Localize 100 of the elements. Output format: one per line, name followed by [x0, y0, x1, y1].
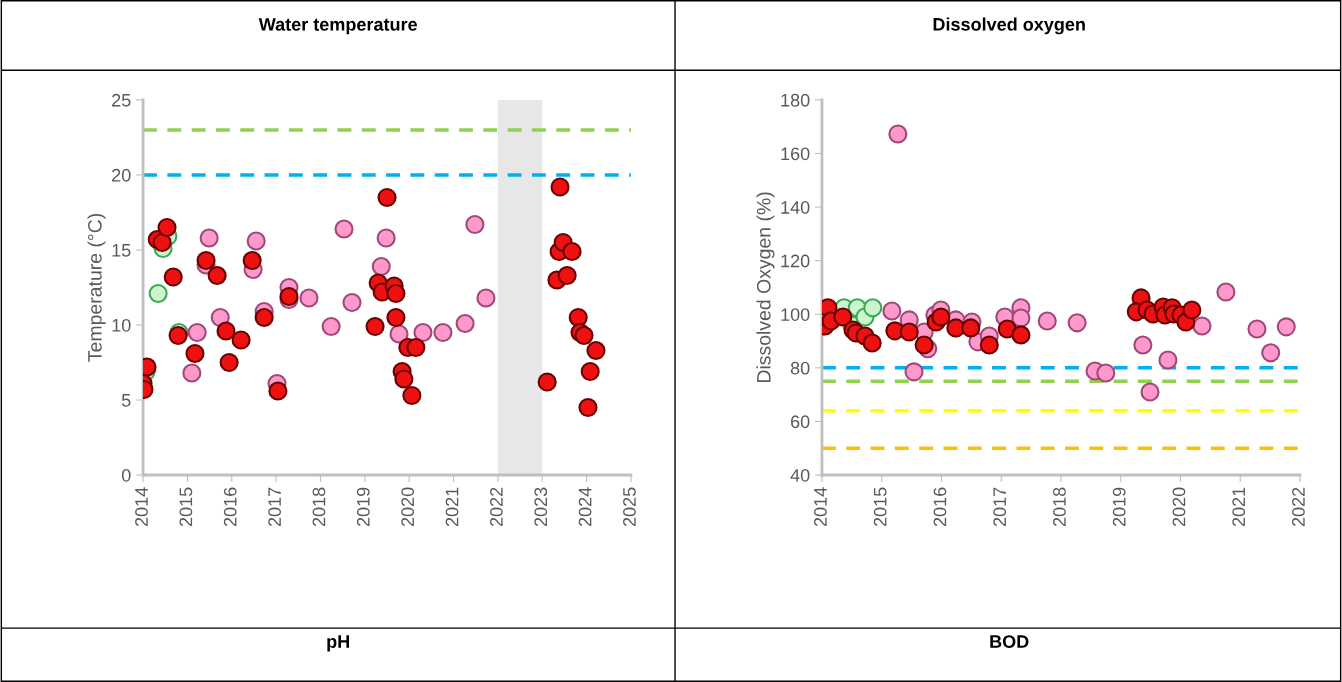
x-tick-label: 2015	[873, 487, 887, 527]
x-tick-label: 2020	[1172, 487, 1186, 527]
point	[537, 372, 557, 392]
point	[557, 265, 577, 285]
chart-title: Water temperature	[258, 18, 417, 35]
point	[163, 267, 183, 287]
point	[1276, 317, 1296, 337]
x-tick-label: 2022	[1292, 487, 1305, 527]
x-tick-label: 2024	[578, 487, 592, 527]
x-tick-label: 2019	[1112, 487, 1126, 527]
x-tick-label: 2020	[401, 487, 415, 527]
point	[1247, 319, 1267, 339]
point	[386, 307, 406, 328]
x-tick-label: 2017	[993, 487, 1007, 527]
x-tick-label: 2014	[814, 487, 827, 527]
y-tick-label: 60	[791, 415, 810, 429]
x-tick-label: 2023	[534, 487, 548, 527]
point	[207, 265, 227, 285]
point	[1011, 308, 1031, 328]
x-tick-label: 2014	[135, 487, 148, 527]
point	[833, 307, 853, 327]
point	[185, 343, 205, 364]
point	[1140, 382, 1160, 402]
y-tick-label: 20	[112, 168, 131, 182]
point	[1011, 325, 1031, 345]
y-axis-title: Temperature (°C)	[87, 214, 106, 362]
point	[268, 381, 288, 401]
x-tick-label: 2018	[1053, 487, 1066, 527]
point	[580, 361, 600, 382]
y-tick-label: 25	[112, 93, 131, 107]
point	[196, 250, 216, 270]
point	[961, 318, 981, 338]
point	[377, 187, 397, 207]
y-tick-label: 40	[790, 468, 810, 482]
point	[254, 307, 274, 328]
x-tick-label: 2021	[445, 487, 459, 527]
point	[931, 307, 951, 327]
point	[1096, 363, 1116, 383]
point	[433, 322, 453, 343]
point	[242, 250, 262, 270]
point	[586, 340, 606, 361]
point	[465, 214, 485, 234]
y-tick-label: 10	[112, 318, 131, 332]
text: BOD	[990, 635, 1029, 648]
point	[476, 288, 496, 308]
point	[1158, 350, 1178, 370]
point	[334, 219, 354, 239]
point	[979, 335, 999, 355]
point	[299, 288, 319, 308]
point	[321, 316, 341, 337]
point	[888, 124, 908, 144]
point	[216, 321, 236, 341]
point	[231, 330, 251, 350]
point	[1037, 311, 1057, 331]
y-axis-title: Dissolved Oxygen (%)	[756, 192, 775, 383]
x-tick-label: 2016	[933, 487, 947, 527]
point	[413, 322, 433, 343]
point	[1216, 282, 1236, 302]
y-tick-label: 15	[112, 244, 131, 257]
point	[152, 232, 172, 252]
y-tick-label: 0	[121, 468, 131, 482]
point	[562, 241, 582, 261]
point	[199, 228, 219, 248]
x-tick-label: 2019	[356, 487, 370, 527]
x-tick-label: 2022	[489, 487, 503, 527]
point	[342, 292, 362, 313]
y-tick-label: 5	[121, 394, 131, 407]
point	[1261, 343, 1281, 363]
point	[148, 283, 168, 304]
point	[157, 217, 177, 237]
point	[1182, 300, 1202, 320]
point	[882, 301, 902, 321]
chart-title: Dissolved oxygen	[933, 17, 1085, 35]
point	[219, 352, 239, 373]
y-tick-label: 140	[781, 201, 810, 214]
point	[187, 322, 207, 343]
point	[1192, 316, 1212, 336]
x-tick-label: 2021	[1232, 487, 1246, 527]
point	[862, 333, 882, 353]
point	[550, 177, 570, 197]
y-tick-label: 80	[790, 361, 810, 375]
point	[371, 256, 391, 276]
x-tick-label: 2018	[312, 487, 326, 527]
point	[386, 283, 406, 304]
point	[365, 316, 385, 337]
point	[394, 369, 414, 389]
x-tick-label: 2025	[623, 487, 636, 527]
point	[246, 231, 266, 251]
text: pH	[327, 635, 349, 652]
y-tick-label: 160	[781, 147, 810, 161]
point	[904, 362, 924, 382]
y-tick-label: 180	[781, 93, 810, 107]
point	[1067, 313, 1087, 333]
point	[578, 397, 598, 418]
point	[402, 385, 422, 406]
y-tick-label: 120	[781, 254, 810, 268]
point	[1133, 335, 1153, 355]
point	[406, 337, 426, 358]
point	[182, 363, 202, 383]
point	[455, 313, 475, 334]
